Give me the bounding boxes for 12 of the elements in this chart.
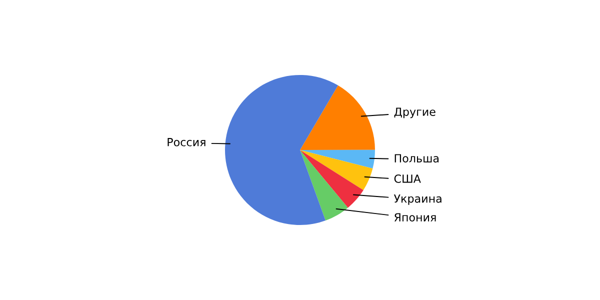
pie-slice xyxy=(300,150,375,169)
slice-label: Украина xyxy=(394,194,442,205)
pie-slice xyxy=(300,150,348,221)
slice-label: Япония xyxy=(394,213,436,222)
pie-slice xyxy=(300,150,373,190)
pie-slice xyxy=(300,150,364,208)
slice-label: США xyxy=(394,174,421,183)
pie-slice xyxy=(300,85,375,150)
pie-slice xyxy=(225,75,338,225)
slice-label: Другие xyxy=(394,108,436,118)
slice-label: Россия xyxy=(168,138,206,146)
slice-label: Польша xyxy=(394,154,439,162)
